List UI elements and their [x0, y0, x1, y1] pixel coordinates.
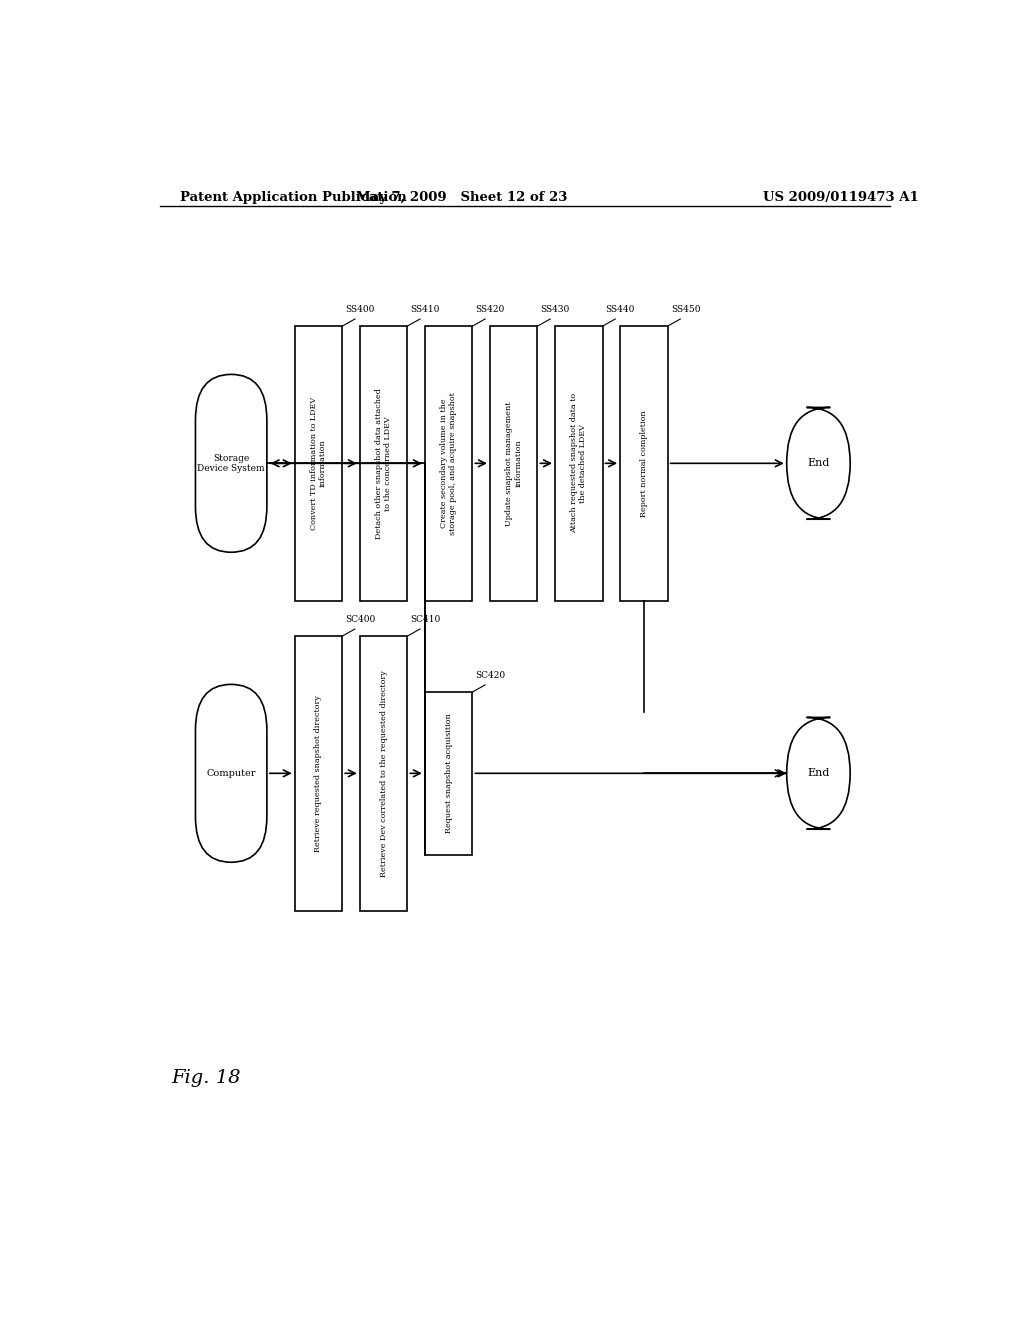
Bar	[359, 326, 408, 601]
Text: SS420: SS420	[475, 305, 505, 314]
Text: Report normal completion: Report normal completion	[640, 411, 648, 516]
Bar	[489, 326, 538, 601]
Text: End: End	[807, 768, 829, 779]
Text: Update snapshot management
information: Update snapshot management information	[505, 401, 522, 525]
Bar	[425, 692, 472, 854]
Text: Storage
Device System: Storage Device System	[198, 454, 265, 473]
Text: Convert TD information to LDEV
information: Convert TD information to LDEV informati…	[310, 397, 327, 529]
Text: SS430: SS430	[541, 305, 570, 314]
Text: Fig. 18: Fig. 18	[172, 1069, 241, 1088]
Bar	[555, 326, 602, 601]
Text: SS400: SS400	[345, 305, 375, 314]
Text: SC410: SC410	[411, 615, 440, 624]
Text: May 7, 2009   Sheet 12 of 23: May 7, 2009 Sheet 12 of 23	[355, 190, 567, 203]
Text: Retrieve requested snapshot directory: Retrieve requested snapshot directory	[314, 694, 323, 851]
Text: Attach requested snapshot data to
the detached LDEV: Attach requested snapshot data to the de…	[570, 393, 588, 533]
Text: Computer: Computer	[207, 768, 256, 777]
Text: Patent Application Publication: Patent Application Publication	[179, 190, 407, 203]
Text: SS410: SS410	[411, 305, 440, 314]
Text: End: End	[807, 458, 829, 469]
Bar	[295, 636, 342, 911]
Text: SS440: SS440	[606, 305, 635, 314]
Text: SC400: SC400	[345, 615, 376, 624]
Text: Detach other snapshot data attached
to the concerned LDEV: Detach other snapshot data attached to t…	[375, 388, 392, 539]
Bar	[359, 636, 408, 911]
Bar	[425, 326, 472, 601]
Bar	[620, 326, 668, 601]
Text: Request snapshot acquisition: Request snapshot acquisition	[444, 713, 453, 833]
Text: SS450: SS450	[671, 305, 700, 314]
Text: Create secondary volume in the
storage pool, and acquire snapshot: Create secondary volume in the storage p…	[440, 392, 457, 535]
Text: SC420: SC420	[475, 671, 506, 680]
Text: US 2009/0119473 A1: US 2009/0119473 A1	[763, 190, 919, 203]
Text: Retrieve Dev correlated to the requested directory: Retrieve Dev correlated to the requested…	[380, 671, 387, 876]
Bar	[295, 326, 342, 601]
